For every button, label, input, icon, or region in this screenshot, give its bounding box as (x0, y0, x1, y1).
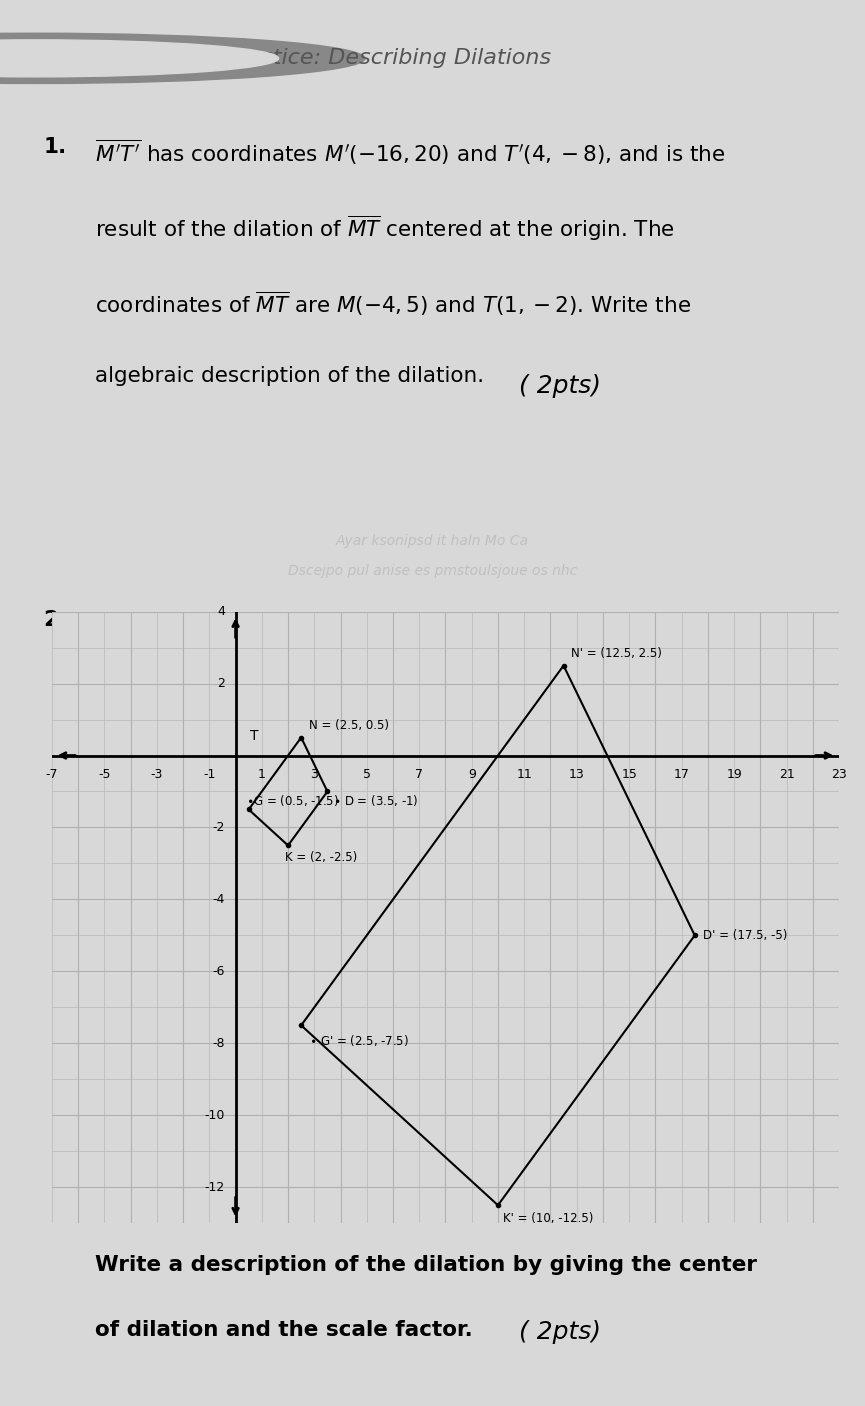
Text: -2: -2 (213, 821, 225, 834)
Text: 23: 23 (831, 768, 847, 782)
Text: 6.1.5 Guided Practice: Describing Dilations: 6.1.5 Guided Practice: Describing Dilati… (74, 48, 551, 69)
Circle shape (0, 34, 365, 83)
Text: $\bullet$ G' = (2.5, -7.5): $\bullet$ G' = (2.5, -7.5) (309, 1032, 409, 1047)
Text: -6: -6 (213, 965, 225, 979)
Text: coordinates of $\overline{MT}$ are $M(-4,5)$ and $T(1,-2)$. Write the: coordinates of $\overline{MT}$ are $M(-4… (95, 290, 691, 318)
Text: 21: 21 (778, 768, 794, 782)
Text: where $N'D'K'G'$ is a dilation of $NDKG$.: where $N'D'K'G'$ is a dilation of $NDKG$… (95, 675, 492, 696)
Text: T: T (250, 728, 258, 742)
Text: -1: -1 (203, 768, 215, 782)
Text: Dscejpo pul anise es pmstoulsjoue os nhc: Dscejpo pul anise es pmstoulsjoue os nhc (288, 564, 577, 578)
Text: N = (2.5, 0.5): N = (2.5, 0.5) (309, 718, 389, 733)
Text: $\bullet$G = (0.5, -1.5): $\bullet$G = (0.5, -1.5) (246, 793, 339, 807)
Text: of dilation and the scale factor.: of dilation and the scale factor. (95, 1320, 473, 1340)
Text: ( 2pts): ( 2pts) (519, 374, 601, 398)
Text: -3: -3 (151, 768, 163, 782)
Circle shape (0, 39, 279, 77)
Text: -8: -8 (213, 1036, 225, 1050)
Text: 1: 1 (258, 768, 266, 782)
Text: 5: 5 (362, 768, 371, 782)
Text: ( 2pts): ( 2pts) (519, 1320, 601, 1344)
Text: 19: 19 (727, 768, 742, 782)
Text: 1.: 1. (43, 138, 67, 157)
Text: 7: 7 (415, 768, 423, 782)
Text: algebraic description of the dilation.: algebraic description of the dilation. (95, 366, 484, 387)
Text: -7: -7 (46, 768, 58, 782)
Text: 2: 2 (217, 678, 225, 690)
Text: N' = (12.5, 2.5): N' = (12.5, 2.5) (572, 647, 663, 661)
Text: K' = (10, -12.5): K' = (10, -12.5) (503, 1212, 593, 1226)
Text: 2.: 2. (43, 610, 67, 630)
Text: 13: 13 (569, 768, 585, 782)
Text: 17: 17 (674, 768, 689, 782)
Text: 4: 4 (217, 605, 225, 619)
Text: K = (2, -2.5): K = (2, -2.5) (285, 851, 357, 863)
Text: 3: 3 (311, 768, 318, 782)
Text: Ayar ksonipsd it haln Mo Ca: Ayar ksonipsd it haln Mo Ca (336, 534, 529, 548)
Text: -10: -10 (205, 1109, 225, 1122)
Text: $NDKG$ and $N'D'K'G'$ are shown on the coordinate grid,: $NDKG$ and $N'D'K'G'$ are shown on the c… (95, 610, 673, 636)
Text: 15: 15 (621, 768, 638, 782)
Text: 9: 9 (468, 768, 476, 782)
Text: Write a description of the dilation by giving the center: Write a description of the dilation by g… (95, 1254, 757, 1275)
Text: -4: -4 (213, 893, 225, 905)
Text: $\overline{M'T'}$ has coordinates $M'(-16,20)$ and $T'(4,-8)$, and is the: $\overline{M'T'}$ has coordinates $M'(-1… (95, 138, 726, 167)
Text: result of the dilation of $\overline{MT}$ centered at the origin. The: result of the dilation of $\overline{MT}… (95, 214, 675, 243)
Text: $\bullet$ D = (3.5, -1): $\bullet$ D = (3.5, -1) (333, 793, 418, 808)
Text: -5: -5 (98, 768, 111, 782)
Text: -12: -12 (205, 1181, 225, 1194)
Text: D' = (17.5, -5): D' = (17.5, -5) (702, 929, 787, 942)
Text: 11: 11 (516, 768, 532, 782)
